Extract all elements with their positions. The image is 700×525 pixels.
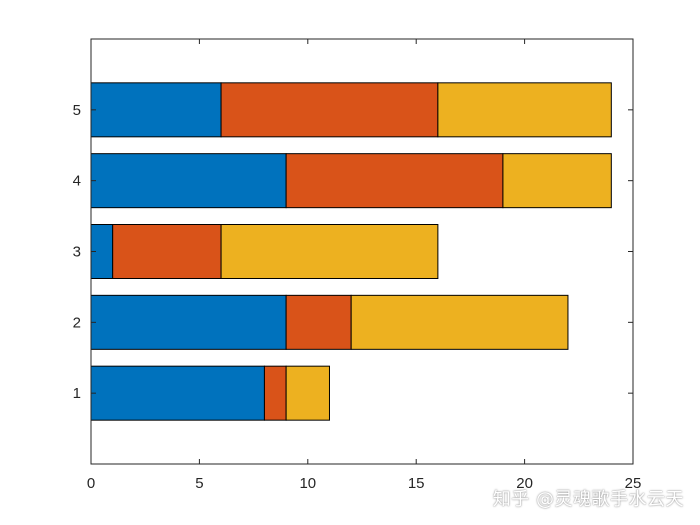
y-tick-label-2: 2 xyxy=(73,314,81,331)
bar-segment-1-series-1 xyxy=(90,365,265,421)
bar-segment-2-series-3 xyxy=(350,294,569,350)
bar-segment-3-series-2 xyxy=(112,224,222,279)
bars-group xyxy=(90,82,612,421)
x-tick-label-0: 0 xyxy=(87,475,95,492)
bar-segment-4-series-1 xyxy=(90,153,287,209)
bar-segment-2-series-2 xyxy=(285,294,352,350)
bar-segment-3-series-3 xyxy=(220,224,439,279)
watermark-text: 知乎 @灵魂歌手水云天 xyxy=(492,489,684,510)
tick-labels-group: 0 5 10 15 20 25 1 2 3 4 5 xyxy=(73,102,642,492)
bar-segment-2-series-1 xyxy=(90,294,287,350)
x-tick-label-10: 10 xyxy=(299,475,316,492)
bar-segment-4-series-3 xyxy=(502,153,612,209)
bar-segment-5-series-2 xyxy=(220,82,439,138)
y-tick-label-4: 4 xyxy=(73,173,81,190)
x-tick-label-25: 25 xyxy=(625,475,642,492)
x-tick-label-15: 15 xyxy=(408,475,425,492)
bar-segment-4-series-2 xyxy=(285,153,504,209)
y-tick-label-1: 1 xyxy=(73,385,81,402)
x-tick-label-20: 20 xyxy=(516,475,533,492)
bar-segment-1-series-2 xyxy=(263,365,287,421)
y-tick-label-5: 5 xyxy=(73,102,81,119)
bar-segment-5-series-1 xyxy=(90,82,222,138)
bar-segment-5-series-3 xyxy=(437,82,612,138)
ticks-group xyxy=(90,39,634,464)
y-tick-label-3: 3 xyxy=(73,244,81,261)
x-tick-label-5: 5 xyxy=(195,475,203,492)
bar-segment-1-series-3 xyxy=(285,365,330,421)
